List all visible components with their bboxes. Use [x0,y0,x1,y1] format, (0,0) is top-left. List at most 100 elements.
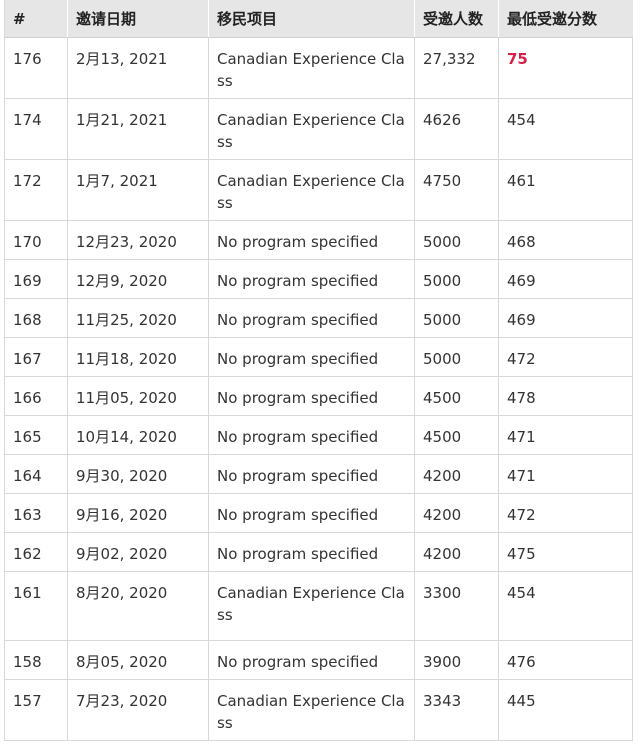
cell-program: No program specified [208,298,415,338]
cell-min-score: 469 [498,259,633,299]
table-header: # 邀请日期 移民项目 受邀人数 最低受邀分数 [4,0,633,38]
cell-number: 161 [4,571,68,641]
cell-min-score: 475 [498,532,633,572]
cell-number: 162 [4,532,68,572]
cell-min-score: 471 [498,454,633,494]
cell-number: 168 [4,298,68,338]
cell-invited: 4500 [414,376,499,416]
cell-date: 9月16, 2020 [67,493,209,533]
cell-min-score: 469 [498,298,633,338]
cell-program: No program specified [208,532,415,572]
column-header-invite-date: 邀请日期 [67,0,209,38]
cell-date: 8月20, 2020 [67,571,209,641]
table-row: 167 11月18, 2020 No program specified 500… [4,337,633,377]
column-header-invitations: 受邀人数 [414,0,499,38]
cell-invited: 5000 [414,298,499,338]
cell-number: 166 [4,376,68,416]
cell-min-score: 468 [498,220,633,260]
cell-date: 12月9, 2020 [67,259,209,299]
cell-min-score: 476 [498,640,633,680]
cell-invited: 5000 [414,259,499,299]
cell-min-score: 461 [498,159,633,221]
cell-invited: 3300 [414,571,499,641]
cell-program: No program specified [208,337,415,377]
cell-invited: 4200 [414,493,499,533]
cell-invited: 5000 [414,220,499,260]
express-entry-draws-table: # 邀请日期 移民项目 受邀人数 最低受邀分数 176 2月13, 2021 C… [4,0,633,741]
table-row: 158 8月05, 2020 No program specified 3900… [4,640,633,680]
table-row: 166 11月05, 2020 No program specified 450… [4,376,633,416]
cell-program: No program specified [208,640,415,680]
cell-program: No program specified [208,376,415,416]
column-header-number: # [4,0,68,38]
cell-invited: 3900 [414,640,499,680]
cell-min-score: 445 [498,679,633,741]
cell-invited: 4750 [414,159,499,221]
cell-invited: 5000 [414,337,499,377]
cell-date: 1月21, 2021 [67,98,209,160]
table-row: 161 8月20, 2020 Canadian Experience Class… [4,571,633,641]
table-row: 176 2月13, 2021 Canadian Experience Class… [4,37,633,99]
table-row: 163 9月16, 2020 No program specified 4200… [4,493,633,533]
cell-number: 176 [4,37,68,99]
cell-number: 172 [4,159,68,221]
cell-number: 157 [4,679,68,741]
cell-date: 12月23, 2020 [67,220,209,260]
cell-invited: 3343 [414,679,499,741]
cell-number: 170 [4,220,68,260]
cell-date: 7月23, 2020 [67,679,209,741]
cell-date: 11月18, 2020 [67,337,209,377]
cell-date: 9月30, 2020 [67,454,209,494]
cell-number: 163 [4,493,68,533]
cell-invited: 4200 [414,532,499,572]
table-row: 162 9月02, 2020 No program specified 4200… [4,532,633,572]
table-row: 168 11月25, 2020 No program specified 500… [4,298,633,338]
cell-invited: 4626 [414,98,499,160]
draws-table-container: # 邀请日期 移民项目 受邀人数 最低受邀分数 176 2月13, 2021 C… [4,0,633,741]
cell-min-score-highlight: 75 [498,37,633,99]
cell-program: No program specified [208,220,415,260]
cell-date: 11月25, 2020 [67,298,209,338]
cell-min-score: 454 [498,571,633,641]
table-row: 169 12月9, 2020 No program specified 5000… [4,259,633,299]
cell-min-score: 478 [498,376,633,416]
cell-invited: 4500 [414,415,499,455]
cell-min-score: 454 [498,98,633,160]
cell-program: No program specified [208,259,415,299]
column-header-program: 移民项目 [208,0,415,38]
cell-min-score: 472 [498,337,633,377]
table-body: 176 2月13, 2021 Canadian Experience Class… [4,37,633,741]
table-row: 170 12月23, 2020 No program specified 500… [4,220,633,260]
cell-program: No program specified [208,454,415,494]
cell-program: Canadian Experience Class [208,571,415,641]
cell-invited: 4200 [414,454,499,494]
header-row: # 邀请日期 移民项目 受邀人数 最低受邀分数 [4,0,633,38]
cell-number: 169 [4,259,68,299]
table-row: 164 9月30, 2020 No program specified 4200… [4,454,633,494]
table-row: 172 1月7, 2021 Canadian Experience Class … [4,159,633,221]
cell-date: 10月14, 2020 [67,415,209,455]
cell-number: 174 [4,98,68,160]
cell-program: Canadian Experience Class [208,159,415,221]
cell-program: Canadian Experience Class [208,37,415,99]
cell-program: No program specified [208,415,415,455]
cell-min-score: 472 [498,493,633,533]
cell-program: No program specified [208,493,415,533]
cell-date: 11月05, 2020 [67,376,209,416]
cell-number: 165 [4,415,68,455]
cell-date: 8月05, 2020 [67,640,209,680]
table-row: 157 7月23, 2020 Canadian Experience Class… [4,679,633,741]
column-header-min-score: 最低受邀分数 [498,0,633,38]
table-row: 174 1月21, 2021 Canadian Experience Class… [4,98,633,160]
cell-date: 2月13, 2021 [67,37,209,99]
cell-program: Canadian Experience Class [208,679,415,741]
cell-min-score: 471 [498,415,633,455]
cell-date: 9月02, 2020 [67,532,209,572]
cell-number: 167 [4,337,68,377]
cell-date: 1月7, 2021 [67,159,209,221]
table-row: 165 10月14, 2020 No program specified 450… [4,415,633,455]
cell-invited: 27,332 [414,37,499,99]
cell-number: 158 [4,640,68,680]
cell-program: Canadian Experience Class [208,98,415,160]
cell-number: 164 [4,454,68,494]
